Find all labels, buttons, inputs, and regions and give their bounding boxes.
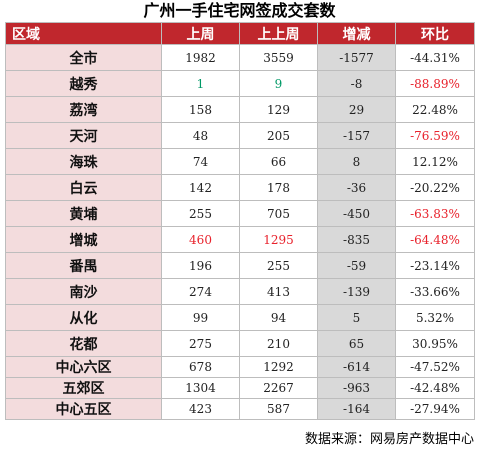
change-cell: 5 [317,304,396,331]
ratio-cell: -76.59% [395,122,475,149]
ratio-cell: -42.48% [395,377,475,399]
region-cell: 南沙 [5,278,162,305]
prev-week-cell: 66 [239,148,318,175]
last-week-cell: 275 [161,330,240,357]
last-week-cell: 423 [161,398,240,420]
change-cell: -36 [317,174,396,201]
region-cell: 增城 [5,226,162,253]
table-row: 天河 48 205 -157 -76.59% [5,122,475,149]
region-cell: 从化 [5,304,162,331]
last-week-cell: 99 [161,304,240,331]
change-cell: -59 [317,252,396,279]
header-ratio: 环比 [395,22,475,45]
table-row: 黄埔 255 705 -450 -63.83% [5,200,475,227]
region-cell: 番禺 [5,252,162,279]
region-cell: 中心六区 [5,356,162,378]
table-row: 海珠 74 66 8 12.12% [5,148,475,175]
region-cell: 中心五区 [5,398,162,420]
last-week-cell: 142 [161,174,240,201]
last-week-cell: 48 [161,122,240,149]
region-cell: 全市 [5,44,162,71]
table-row: 番禺 196 255 -59 -23.14% [5,252,475,279]
region-cell: 荔湾 [5,96,162,123]
last-week-cell: 274 [161,278,240,305]
table-row: 从化 99 94 5 5.32% [5,304,475,331]
table-row: 五郊区 1304 2267 -963 -42.48% [5,377,475,399]
prev-week-cell: 1295 [239,226,318,253]
change-cell: -614 [317,356,396,378]
region-cell: 越秀 [5,70,162,97]
change-cell: 65 [317,330,396,357]
header-last-week: 上周 [161,22,240,45]
ratio-cell: -88.89% [395,70,475,97]
ratio-cell: 5.32% [395,304,475,331]
region-cell: 海珠 [5,148,162,175]
change-cell: -1577 [317,44,396,71]
table-row: 南沙 274 413 -139 -33.66% [5,278,475,305]
region-cell: 白云 [5,174,162,201]
change-cell: -8 [317,70,396,97]
ratio-cell: 30.95% [395,330,475,357]
prev-week-cell: 413 [239,278,318,305]
region-cell: 黄埔 [5,200,162,227]
change-cell: -835 [317,226,396,253]
prev-week-cell: 9 [239,70,318,97]
table-row: 全市 1982 3559 -1577 -44.31% [5,44,475,71]
header-region: 区域 [5,22,162,45]
ratio-cell: -44.31% [395,44,475,71]
ratio-cell: -33.66% [395,278,475,305]
table-row: 白云 142 178 -36 -20.22% [5,174,475,201]
region-cell: 天河 [5,122,162,149]
ratio-cell: -64.48% [395,226,475,253]
change-cell: -164 [317,398,396,420]
last-week-cell: 255 [161,200,240,227]
prev-week-cell: 178 [239,174,318,201]
table-row: 增城 460 1295 -835 -64.48% [5,226,475,253]
change-cell: 29 [317,96,396,123]
prev-week-cell: 2267 [239,377,318,399]
header-change: 增减 [317,22,396,45]
table-row: 中心六区 678 1292 -614 -47.52% [5,356,475,378]
change-cell: 8 [317,148,396,175]
prev-week-cell: 587 [239,398,318,420]
header-prev-week: 上上周 [239,22,318,45]
change-cell: -450 [317,200,396,227]
prev-week-cell: 205 [239,122,318,149]
ratio-cell: -63.83% [395,200,475,227]
prev-week-cell: 210 [239,330,318,357]
last-week-cell: 460 [161,226,240,253]
change-cell: -157 [317,122,396,149]
change-cell: -963 [317,377,396,399]
prev-week-cell: 129 [239,96,318,123]
ratio-cell: -27.94% [395,398,475,420]
table-row: 花都 275 210 65 30.95% [5,330,475,357]
table-row: 越秀 1 9 -8 -88.89% [5,70,475,97]
ratio-cell: -47.52% [395,356,475,378]
last-week-cell: 74 [161,148,240,175]
region-cell: 五郊区 [5,377,162,399]
last-week-cell: 1304 [161,377,240,399]
header-row: 区域 上周 上上周 增减 环比 [5,22,475,45]
prev-week-cell: 94 [239,304,318,331]
prev-week-cell: 1292 [239,356,318,378]
ratio-cell: -23.14% [395,252,475,279]
table-title: 广州一手住宅网签成交套数 [143,1,336,20]
prev-week-cell: 3559 [239,44,318,71]
last-week-cell: 158 [161,96,240,123]
last-week-cell: 678 [161,356,240,378]
sales-table: 区域 上周 上上周 增减 环比 全市 1982 3559 -1577 -44.3… [5,22,475,420]
ratio-cell: 12.12% [395,148,475,175]
table-row: 荔湾 158 129 29 22.48% [5,96,475,123]
table-row: 中心五区 423 587 -164 -27.94% [5,398,475,420]
last-week-cell: 196 [161,252,240,279]
last-week-cell: 1 [161,70,240,97]
ratio-cell: 22.48% [395,96,475,123]
prev-week-cell: 255 [239,252,318,279]
change-cell: -139 [317,278,396,305]
data-source-note: 数据来源：网易房产数据中心 [304,432,474,447]
ratio-cell: -20.22% [395,174,475,201]
prev-week-cell: 705 [239,200,318,227]
last-week-cell: 1982 [161,44,240,71]
region-cell: 花都 [5,330,162,357]
